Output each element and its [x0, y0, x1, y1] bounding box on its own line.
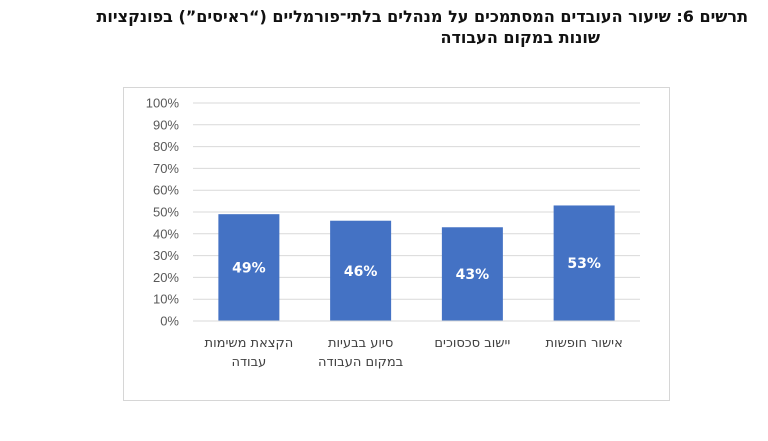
category-label: סיוע בבעיות [328, 336, 393, 351]
data-label: 49% [232, 261, 266, 277]
y-tick-label: 70% [153, 161, 179, 176]
y-tick-label: 40% [153, 226, 179, 241]
category-label: הקצאת משימות [205, 336, 294, 351]
y-tick-label: 50% [153, 205, 179, 220]
category-label: יישוב סכסוכים [434, 336, 510, 351]
category-label: עבודה [231, 355, 266, 370]
category-label: אישור חופשות [545, 336, 622, 351]
figure-title-line-2: שונות במקום העבודה [440, 28, 600, 47]
bar [218, 214, 280, 321]
y-tick-label: 100% [146, 96, 180, 111]
data-label: 53% [567, 256, 601, 272]
y-tick-label: 80% [153, 139, 179, 154]
bar [330, 220, 392, 321]
y-tick-label: 0% [160, 314, 179, 329]
figure-title-line-1: תרשים 6: שיעור העובדים המסתמכים על מנהלי… [96, 7, 748, 26]
category-label: במקום העבודה [318, 355, 403, 370]
data-label: 43% [456, 267, 490, 283]
y-tick-label: 10% [153, 292, 179, 307]
data-label: 46% [344, 264, 378, 280]
y-tick-label: 60% [153, 183, 179, 198]
y-tick-label: 90% [153, 117, 179, 132]
y-tick-label: 30% [153, 248, 179, 263]
bar [441, 227, 503, 321]
y-tick-label: 20% [153, 270, 179, 285]
figure-title: תרשים 6: שיעור העובדים המסתמכים על מנהלי… [0, 6, 748, 48]
bar [553, 205, 615, 321]
